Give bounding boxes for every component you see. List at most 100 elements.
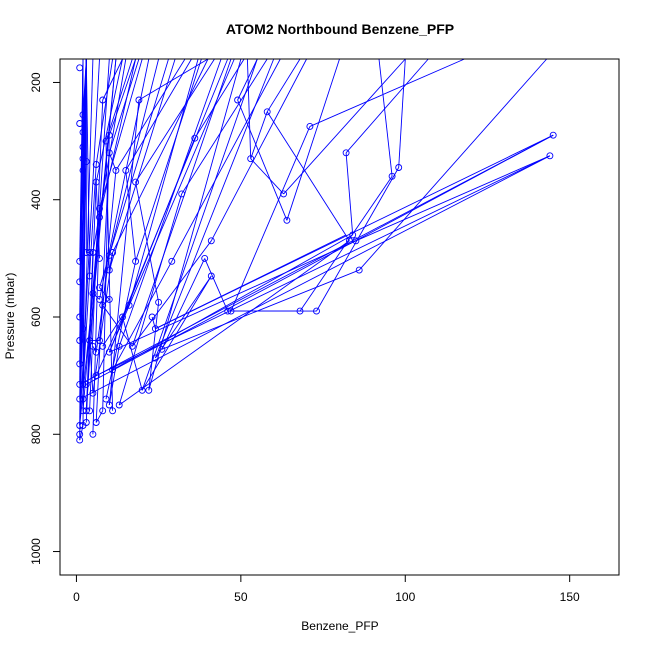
data-point (99, 342, 107, 350)
series-line-segment (79, 134, 554, 385)
data-point (82, 407, 90, 415)
series-line-segment (299, 176, 393, 312)
data-point (89, 430, 97, 438)
data-point (109, 407, 117, 415)
data-point (76, 257, 84, 265)
series-line-segment (358, 58, 548, 271)
data-point (207, 272, 215, 280)
data-point (76, 422, 84, 429)
data-point (280, 190, 288, 198)
data-point (151, 325, 159, 333)
series-line-segment (92, 217, 100, 435)
series-line-segment (141, 58, 258, 391)
series-line-segment (246, 58, 252, 159)
data-point (201, 254, 209, 262)
data-point (92, 178, 100, 186)
data-point (79, 143, 87, 151)
data-point (79, 380, 87, 388)
data-point (86, 272, 94, 280)
series-line-segment (102, 299, 110, 306)
x-tick-label: 100 (395, 590, 415, 604)
series-line-segment (108, 99, 140, 406)
series-line-segment (82, 164, 97, 385)
series-line-segment (210, 58, 307, 242)
series-line-segment (118, 193, 183, 406)
data-point (96, 205, 103, 212)
series-line-segment (125, 170, 137, 262)
series-line-segment (122, 316, 143, 391)
data-point (138, 386, 146, 394)
series-line-segment (95, 58, 123, 183)
series-line-segment (141, 275, 212, 391)
data-point (224, 307, 232, 315)
data-point (128, 342, 136, 350)
series-line-segment (79, 58, 84, 262)
data-point (79, 325, 87, 333)
y-tick-label: 200 (29, 72, 43, 92)
data-point (342, 149, 350, 157)
data-point (345, 237, 353, 245)
series-line-segment (79, 328, 84, 341)
data-point (79, 128, 87, 136)
data-point (99, 301, 107, 309)
data-point (79, 407, 87, 415)
series-line-segment (398, 58, 406, 168)
series-line-segment (92, 58, 117, 294)
series-line-segment (79, 293, 94, 426)
data-point (122, 166, 130, 174)
series-line-segment (115, 58, 186, 171)
data-point (79, 166, 87, 174)
data-point (549, 131, 557, 139)
data-point (263, 108, 271, 116)
series-line-segment (102, 58, 123, 101)
series-line-segment (108, 58, 176, 271)
series-line-segment (135, 58, 215, 183)
data-point (135, 96, 143, 104)
series-line-segment (79, 161, 87, 435)
data-point (96, 337, 103, 344)
data-point (89, 342, 97, 350)
x-tick-label: 50 (234, 590, 248, 604)
data-point (125, 301, 133, 309)
series-line-segment (86, 134, 554, 385)
series-line-segment (89, 99, 104, 411)
series-line-segment (345, 152, 354, 235)
data-point (168, 257, 176, 265)
series-line-segment (118, 58, 222, 347)
series-line-segment (105, 58, 133, 142)
data-point (105, 348, 113, 356)
data-point (76, 430, 84, 438)
series-line-segment (230, 126, 311, 312)
y-tick-label: 400 (29, 189, 43, 209)
data-point (86, 249, 94, 256)
data-point (313, 307, 320, 315)
series-line-segment (125, 58, 192, 171)
data-point (89, 389, 97, 397)
data-point (247, 155, 255, 163)
data-point (355, 266, 363, 274)
data-point (349, 231, 357, 239)
data-point (76, 360, 84, 368)
data-point (76, 64, 84, 72)
series-line-segment (79, 155, 551, 400)
series-line-segment (355, 155, 551, 242)
data-point (352, 237, 360, 245)
series-line-segment (112, 234, 353, 371)
data-point (227, 307, 235, 315)
data-point (99, 407, 107, 415)
data-point (86, 337, 94, 344)
series-line-segment (148, 302, 160, 391)
series-line-segment (95, 410, 104, 423)
data-point (148, 313, 156, 321)
plot-frame (59, 58, 620, 576)
data-point (92, 161, 100, 168)
data-point (79, 395, 87, 403)
data-point (76, 395, 84, 403)
data-point (388, 172, 396, 180)
data-point (82, 249, 90, 256)
series-line-segment (286, 58, 340, 221)
series-line-segment (181, 58, 268, 195)
series-line-segment (138, 58, 209, 101)
data-point (82, 380, 90, 388)
